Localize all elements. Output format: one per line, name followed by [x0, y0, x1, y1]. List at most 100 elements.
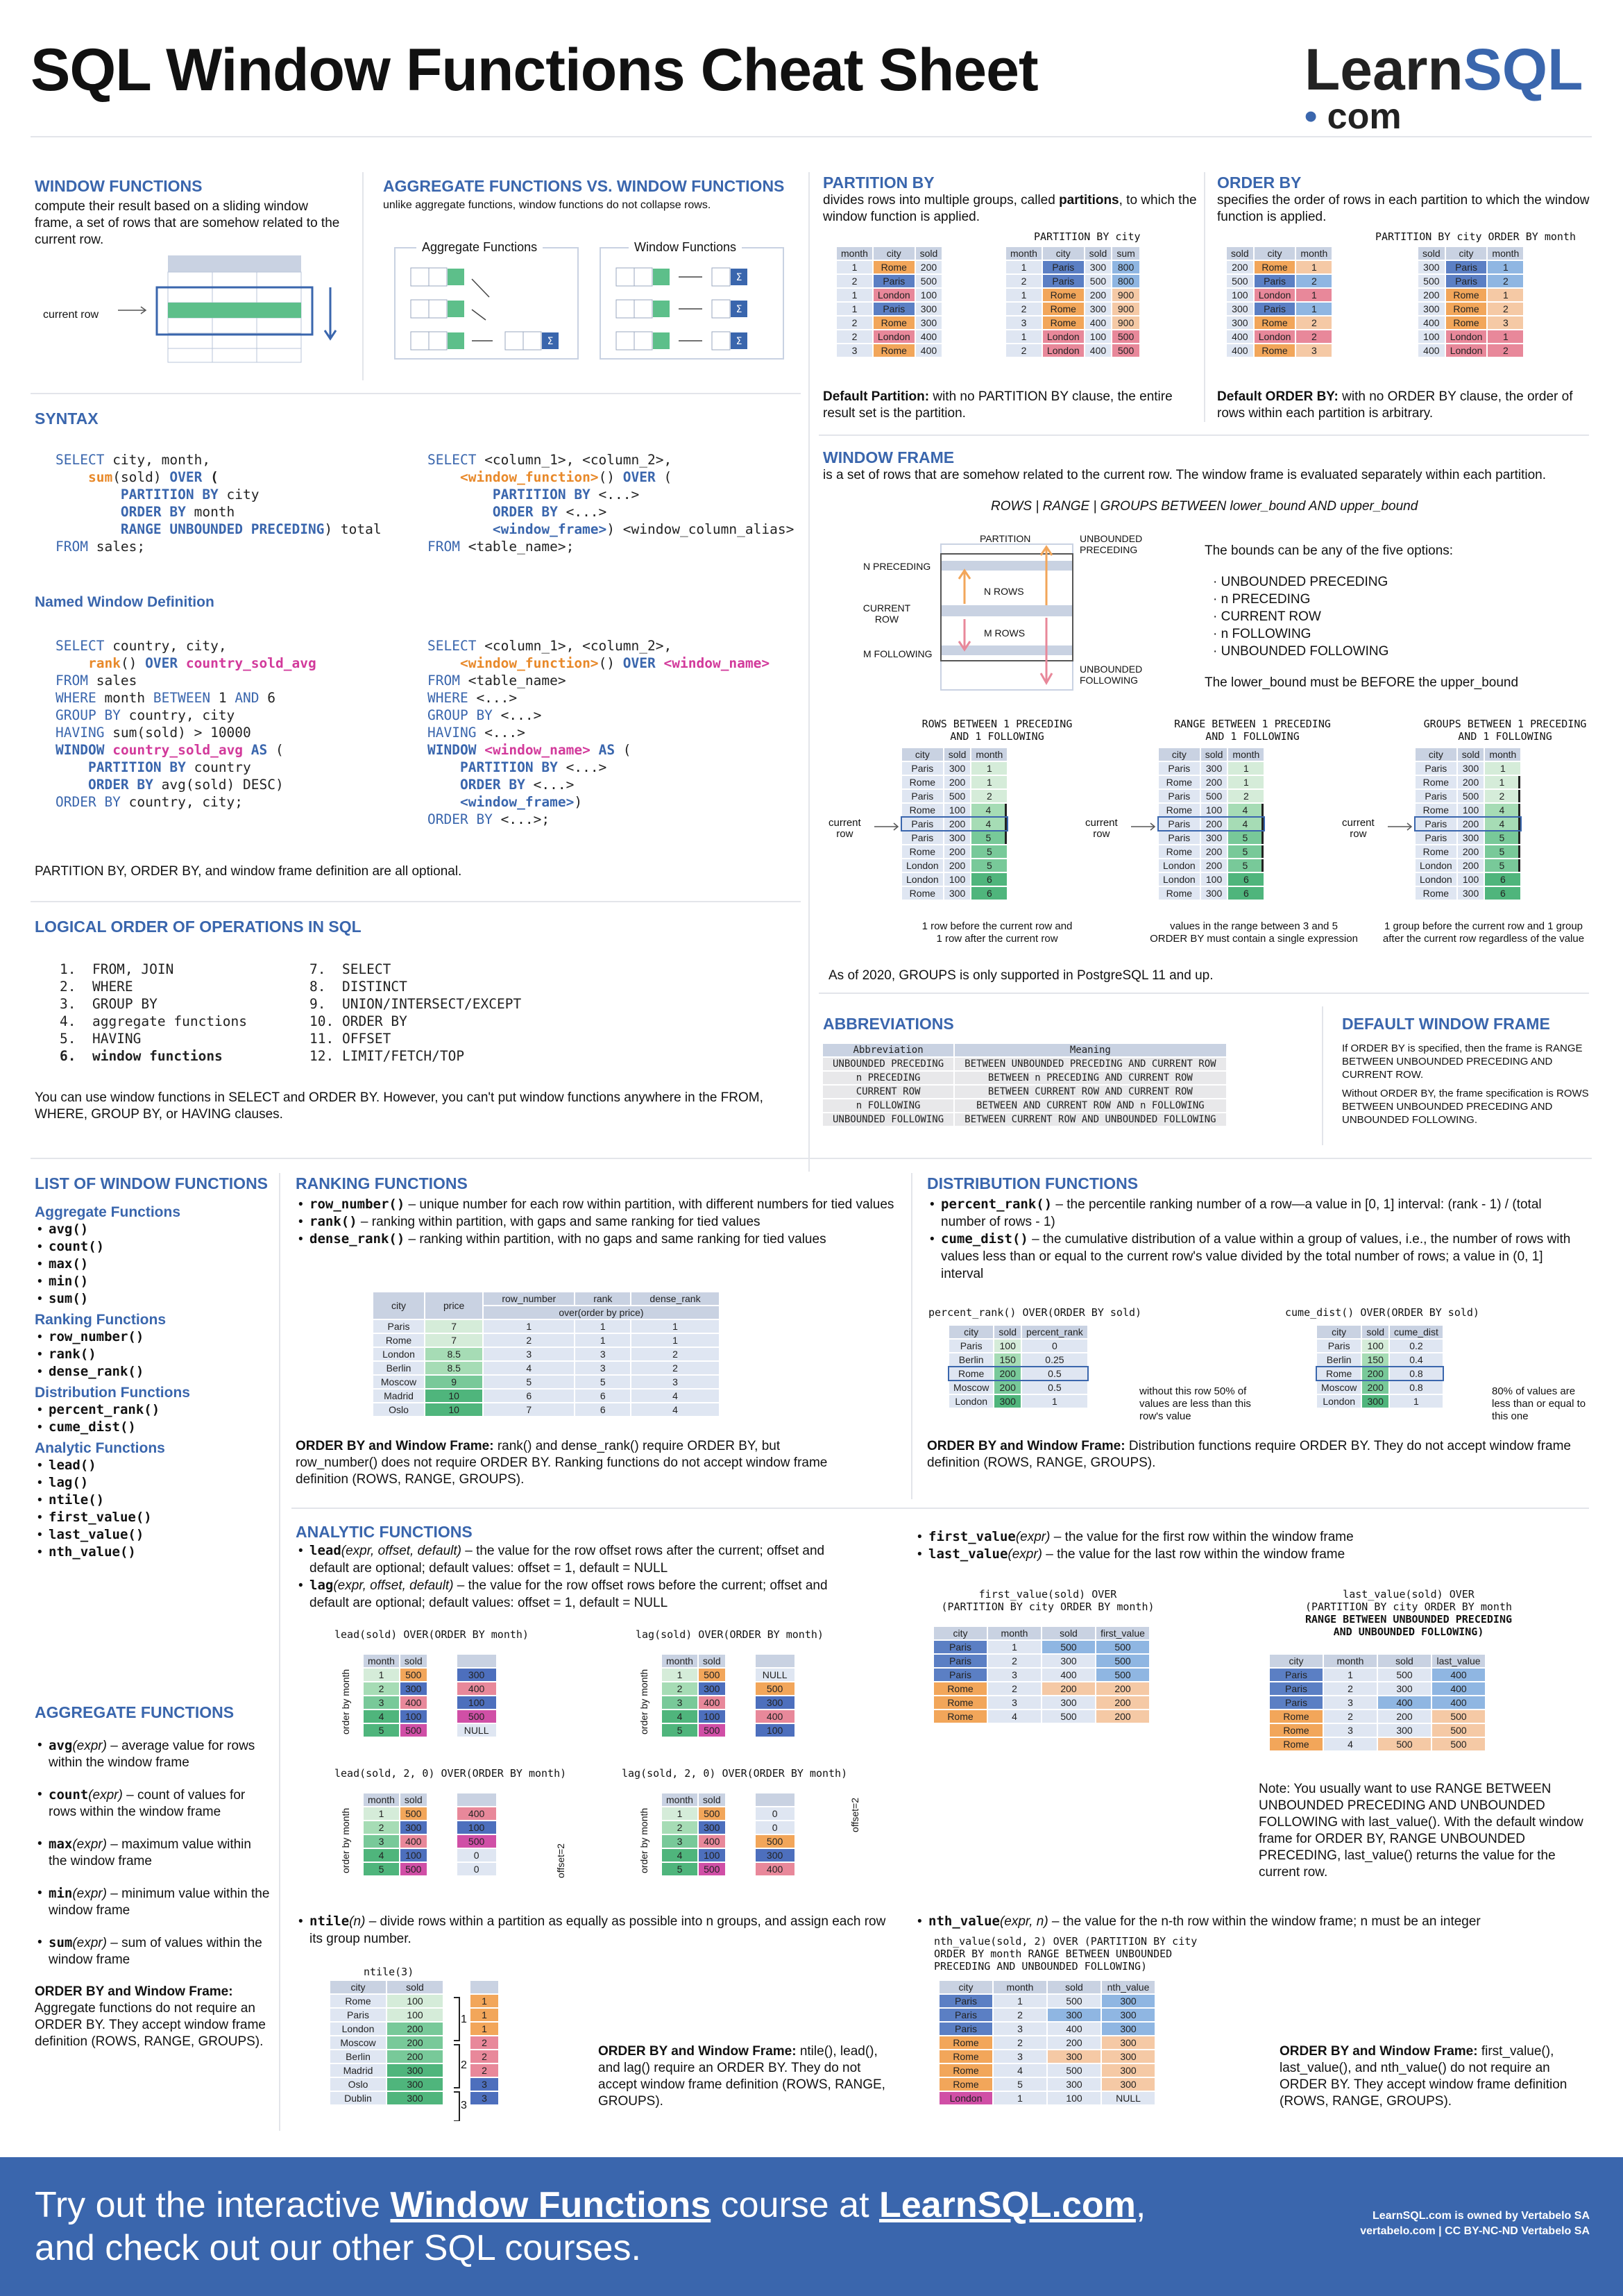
table-row: Paris 300 5 [902, 832, 1008, 844]
function-name: nth_value() [49, 1544, 136, 1560]
table-cell: 6 [971, 887, 1008, 900]
column-header: sold [1042, 1627, 1095, 1639]
spacer [726, 1682, 754, 1695]
function-name: last_value() [49, 1527, 144, 1542]
table-cell: 1 [1006, 261, 1042, 273]
section-text: compute their result based on a sliding … [35, 199, 340, 247]
table-cell: 300 [944, 762, 971, 775]
column-header: city [1270, 1655, 1323, 1667]
table-cell: Rome [1416, 776, 1456, 788]
n-preceding-label: N PRECEDING [863, 561, 931, 572]
lead2-table: month sold 1 500 400 2 300 100 3 400 500 4 100 0 5 500 0 [362, 1792, 498, 1877]
table-cell: 4 [1485, 804, 1521, 816]
default-frame-section: DEFAULT WINDOW FRAME If ORDER BY is spec… [1342, 1015, 1592, 1126]
table-cell: 4 [988, 1710, 1041, 1723]
table-cell: 300 [1085, 303, 1112, 315]
table-header-row: month sold [662, 1655, 794, 1667]
table-cell: 300 [1102, 2078, 1155, 2091]
table-row: 300 Paris 1 [1418, 261, 1524, 273]
table-cell: 300 [387, 2092, 443, 2104]
list-item: min() [35, 1273, 271, 1290]
ranking-section: RANKING FUNCTIONS row_number() – unique … [296, 1174, 899, 1248]
group-label: 2 [461, 2059, 467, 2071]
column-header: month [1485, 748, 1521, 761]
table-cell: 500 [457, 1710, 496, 1723]
table-row: Paris 300 1 [1159, 762, 1264, 775]
column-header: first_value [1096, 1627, 1149, 1639]
table-row: 400 London 2 [1418, 344, 1524, 357]
vertabelo-link[interactable]: vertabelo.com | CC BY-NC-ND Vertabelo SA [1360, 2225, 1590, 2237]
table-cell: 3 [1324, 1724, 1377, 1737]
text-bold: partitions [1059, 193, 1119, 208]
table-cell: Rome [1416, 887, 1456, 900]
column-header: city [902, 748, 943, 761]
divider [31, 393, 801, 394]
column-header: sold [994, 1326, 1021, 1338]
column-header: city [934, 1627, 987, 1639]
order-by-month-label: order by month [340, 1807, 351, 1874]
table-cell: n FOLLOWING [823, 1099, 954, 1112]
percent-rank-title: percent_rank() OVER(ORDER BY sold) [928, 1306, 1142, 1319]
table-cell: 5 [1485, 832, 1521, 844]
arrow-icon [1131, 822, 1156, 831]
table-cell: 4 [484, 1362, 575, 1374]
table-cell: 1 [484, 1320, 575, 1333]
table-cell: 500 [698, 1669, 725, 1681]
section-heading: DISTRIBUTION FUNCTIONS [927, 1174, 1139, 1192]
footer-copyright: LearnSQL.com is owned by Vertabelo SA ver… [1360, 2209, 1590, 2239]
table-cell: Rome [1254, 316, 1295, 329]
table-cell: Moscow [330, 2036, 386, 2049]
table-cell: 400 [755, 1710, 794, 1723]
table-row: 3 Rome 400 900 [1006, 316, 1139, 329]
spacer [726, 1696, 754, 1709]
table-cell: Rome [373, 1334, 424, 1347]
table-row: London 200 1 [330, 2023, 498, 2035]
table-row: 100 London 1 [1418, 330, 1524, 343]
table-row: Rome 3 300 300 [940, 2050, 1155, 2063]
table-cell: 3 [364, 1835, 399, 1848]
logical-order-note: You can use window functions in SELECT a… [35, 1090, 763, 1122]
table-cell: 400 [1432, 1669, 1485, 1681]
table-cell: 1 [662, 1807, 697, 1820]
table-cell: 200 [387, 2023, 443, 2035]
table-cell: 2 [484, 1334, 575, 1347]
nth-value-table: city month sold nth_value Paris 1 500 300 Paris 2… [938, 1980, 1156, 2106]
column-header: sold [1085, 247, 1112, 260]
table-cell: 100 [1227, 289, 1253, 301]
column-header [457, 1655, 496, 1667]
function-name: max() [49, 1256, 89, 1272]
m-following-label: M FOLLOWING [863, 648, 933, 659]
table-cell: 2 [994, 2009, 1046, 2021]
table-cell: 3 [631, 1376, 719, 1388]
table-row: London 300 1 [949, 1395, 1087, 1408]
table-row: 400 Rome 3 [1227, 344, 1332, 357]
table-cell: Rome [949, 1367, 994, 1380]
table-row: 2 London 400 500 [1006, 344, 1139, 357]
column-header: cume_dist [1390, 1326, 1443, 1338]
list-item: percent_rank() [35, 1401, 271, 1419]
table-cell: 2 [631, 1348, 719, 1360]
page-title: SQL Window Functions Cheat Sheet [31, 37, 1039, 103]
table-cell: 300 [1200, 832, 1227, 844]
table-cell: 6 [971, 873, 1008, 886]
unbounded-preceding-label: UNBOUNDED PRECEDING [1080, 533, 1143, 555]
table-cell: 2 [470, 2064, 498, 2077]
table-cell: 500 [1378, 1669, 1431, 1681]
agg-vs-window-section: AGGREGATE FUNCTIONS VS. WINDOW FUNCTIONS… [383, 177, 799, 212]
table-cell: 500 [755, 1682, 794, 1695]
table-cell: Paris [902, 832, 943, 844]
rows-example-title: ROWS BETWEEN 1 PRECEDING AND 1 FOLLOWING [921, 718, 1073, 743]
course-link[interactable]: Window Functions [390, 2185, 711, 2225]
table-header-row: city sold percent_rank [949, 1326, 1087, 1338]
spacer [726, 1849, 754, 1862]
table-cell: 0 [457, 1863, 496, 1875]
table-cell: 2 [1488, 303, 1524, 315]
table-row: Rome 100 1 [330, 1995, 498, 2007]
learnsql-link[interactable]: LearnSQL.com [879, 2185, 1136, 2225]
function-name: min() [49, 1274, 89, 1289]
column-header [470, 1981, 498, 1993]
named-window-heading: Named Window Definition [35, 594, 214, 610]
spacer [428, 1849, 456, 1862]
table-cell: 1 [631, 1334, 719, 1347]
learnsql-logo[interactable]: LearnSQL • com [1305, 40, 1583, 135]
